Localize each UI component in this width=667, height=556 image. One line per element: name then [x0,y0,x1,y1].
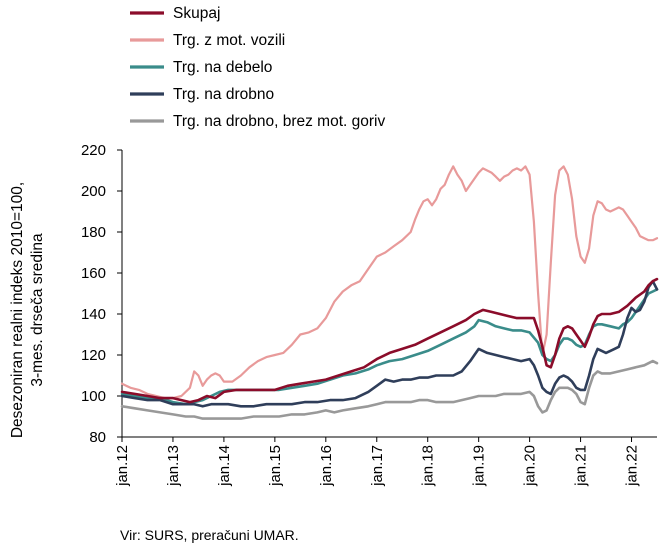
legend-label-3: Trg. na drobno [173,86,274,103]
axes: 80 100 120 140 160 180 200 220 jan.12 jan.13 jan.1… [81,142,657,487]
x-tick-label: jan.17 [369,445,386,487]
y-tick-label: 100 [81,388,106,405]
y-tick-label: 220 [81,142,106,159]
series-line-0 [120,277,659,404]
y-tick-label: 140 [81,306,106,323]
legend: Skupaj Trg. z mot. vozili Trg. na debelo Tr… [130,5,385,130]
x-tick-label: jan.15 [267,445,284,487]
legend-label-0: Skupaj [173,5,220,22]
x-tick-label: jan.14 [216,445,233,487]
series-line-1 [120,165,659,400]
legend-label-2: Trg. na debelo [173,59,272,76]
plot-area [120,165,659,420]
y-axis-label-line-1: Desezoniran realni indeks 2010=100, [9,182,26,438]
x-tick-label: jan.21 [573,445,590,487]
y-tick-label: 200 [81,183,106,200]
x-tick-label: jan.18 [420,445,437,487]
x-tick-label: jan.19 [471,445,488,487]
y-axis-label-line-2: 3-mes. drseča sredina [29,233,46,387]
y-axis-label: Desezoniran realni indeks 2010=100, 3-me… [9,182,46,438]
x-tick-label: jan.22 [624,445,641,487]
y-tick-label: 180 [81,224,106,241]
y-tick-label: 120 [81,347,106,364]
series-line-4 [120,359,659,420]
x-tick-label: jan.20 [522,445,539,487]
x-tick-label: jan.16 [318,445,335,487]
x-tick-label: jan.12 [114,445,131,487]
source-note: Vir: SURS, preračuni UMAR. [120,527,299,543]
series-line-3 [120,279,659,408]
x-tick-label: jan.13 [165,445,182,487]
legend-label-4: Trg. na drobno, brez mot. goriv [173,113,385,130]
y-tick-label: 80 [89,429,106,446]
legend-label-1: Trg. z mot. vozili [173,32,285,49]
y-tick-label: 160 [81,265,106,282]
